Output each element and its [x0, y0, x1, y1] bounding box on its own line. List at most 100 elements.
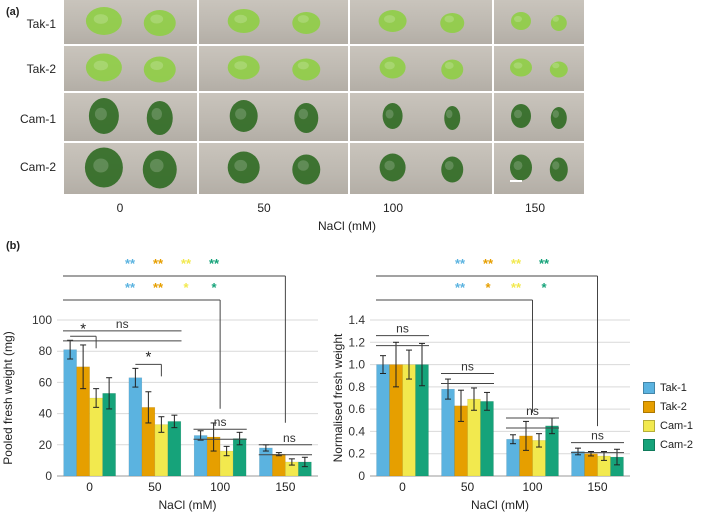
bar-tak-1-100 [506, 438, 520, 477]
x-tick-label: 150 [275, 480, 295, 494]
thallus-highlight [444, 160, 454, 171]
ns-label: ns [116, 317, 129, 331]
thallus-highlight [513, 160, 523, 171]
thallus-highlight [552, 110, 559, 118]
thallus-2 [294, 103, 319, 133]
y-tick-label: 0.4 [348, 424, 365, 438]
thallus-1 [382, 103, 403, 129]
panel-a-xlabel: NaCl (mM) [318, 219, 376, 233]
row-label-cam-2: Cam-2 [19, 160, 56, 174]
legend-label-tak-1: Tak-1 [660, 381, 687, 394]
thallus-highlight [150, 60, 164, 71]
thallus-1 [229, 100, 258, 132]
col-label-50: 50 [257, 201, 271, 215]
thallus-1 [84, 147, 123, 188]
y-tick-label: 100 [32, 313, 52, 327]
thallus-2 [146, 101, 173, 135]
row-label-cam-1: Cam-1 [19, 112, 56, 126]
chart-pooled-fresh-weight: 0 20 40 60 80 100 Pooled fresh weight (mg) NaCl… [1, 256, 318, 512]
thallus-2 [550, 15, 567, 31]
y-tick-label: 1.4 [348, 313, 365, 327]
thallus-2 [549, 61, 568, 78]
row-label-tak-1: Tak-1 [26, 17, 56, 31]
thallus-highlight [150, 14, 164, 24]
significance-stars: ** [209, 256, 220, 271]
y-axis-title: Normalised fresh weight [331, 333, 345, 462]
legend-swatch-tak-1 [643, 381, 655, 394]
x-tick-label: 150 [587, 480, 607, 494]
x-tick-label: 50 [148, 480, 162, 494]
thallus-1 [227, 151, 260, 184]
significance-stars: ** [181, 256, 192, 271]
bar-tak-1-0 [63, 349, 77, 477]
significance-stars: ** [511, 256, 522, 271]
bar-cam-1-0 [402, 364, 416, 477]
thallus-1 [511, 104, 531, 128]
thallus-highlight [149, 158, 164, 173]
thallus-2 [441, 59, 464, 80]
bar-cam-2-50 [480, 401, 494, 477]
thallus-highlight [552, 16, 559, 22]
thallus-2 [143, 56, 176, 83]
significance-stars: * [485, 280, 491, 295]
plant-photo-cam-1-100 [350, 93, 492, 141]
significance-stars: ** [153, 256, 164, 271]
thallus-highlight [298, 108, 309, 120]
thallus-highlight [384, 61, 395, 70]
bar-cam-1-0 [89, 397, 103, 477]
thallus-2 [142, 150, 177, 189]
thallus-highlight [234, 14, 248, 24]
thallus-1 [227, 9, 260, 33]
y-tick-label: 0.8 [348, 380, 365, 394]
plant-photo-tak-2-50 [199, 46, 348, 91]
thallus-2 [549, 157, 568, 182]
x-axis-title: NaCl (mM) [159, 498, 217, 512]
significance-stars: * [541, 280, 547, 295]
x-tick-label: 0 [86, 480, 93, 494]
bar-cam-2-50 [167, 421, 182, 477]
ns-label: ns [591, 429, 604, 443]
within-group-star: * [145, 348, 151, 365]
x-tick-label: 50 [461, 480, 475, 494]
thallus-highlight [93, 14, 109, 24]
thallus-highlight [297, 61, 309, 70]
plant-photo-tak-1-50 [199, 0, 348, 44]
thallus-highlight [93, 158, 109, 173]
legend-label-cam-2: Cam-2 [660, 438, 694, 451]
y-tick-label: 60 [39, 375, 53, 389]
y-tick-label: 80 [39, 344, 53, 358]
plant-photo-cam-2-0 [64, 143, 197, 194]
x-axis-title: NaCl (mM) [471, 498, 529, 512]
photo-grid [64, 0, 584, 194]
col-label-100: 100 [382, 201, 404, 215]
plant-photo-cam-1-50 [199, 93, 348, 141]
panel-b-label: (b) [6, 240, 21, 252]
significance-stars: * [211, 280, 217, 295]
y-tick-label: 1.0 [348, 358, 365, 372]
thallus-1 [510, 58, 532, 77]
ns-label: ns [526, 404, 539, 418]
y-tick-label: 0 [45, 469, 52, 483]
legend-item-cam-2: Cam-2 [643, 435, 707, 454]
legend-item-tak-2: Tak-2 [643, 397, 707, 416]
x-tick-label: 100 [210, 480, 230, 494]
bar-tak-1-50 [128, 377, 143, 477]
plant-photo-cam-2-50 [199, 143, 348, 194]
thallus-highlight [234, 159, 248, 172]
plant-photo-tak-2-0 [64, 46, 197, 91]
thallus-1 [88, 98, 119, 134]
thallus-1 [379, 153, 406, 182]
y-tick-label: 0.2 [348, 447, 365, 461]
significance-stars: ** [125, 280, 136, 295]
significance-stars: ** [483, 256, 494, 271]
ns-label: ns [396, 322, 409, 336]
legend-swatch-cam-2 [643, 438, 655, 451]
thallus-2 [440, 13, 465, 33]
thallus-highlight [93, 60, 109, 71]
thallus-1 [85, 7, 122, 35]
thallus-highlight [384, 15, 396, 23]
thallus-2 [292, 12, 321, 34]
y-tick-label: 0 [358, 469, 365, 483]
thallus-highlight [514, 109, 522, 119]
